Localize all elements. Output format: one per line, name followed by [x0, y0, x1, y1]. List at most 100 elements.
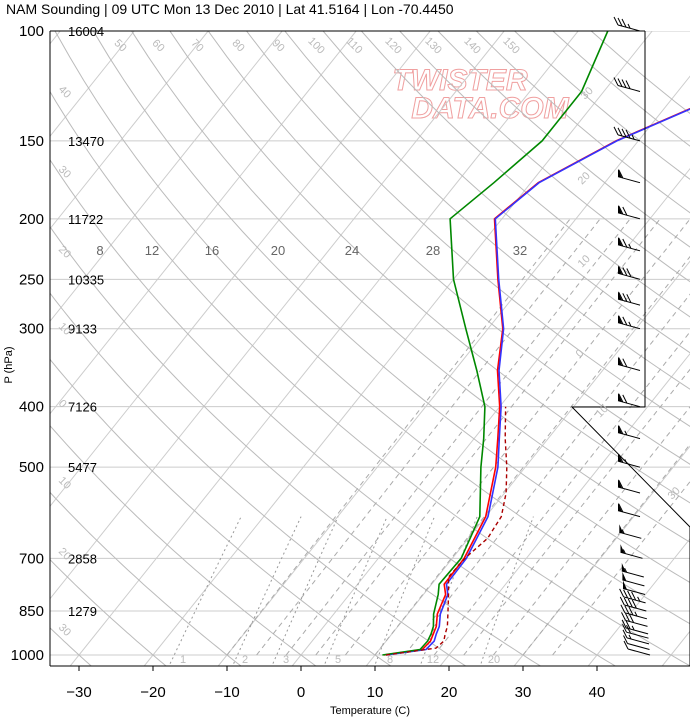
wind-barb-pennant	[622, 571, 627, 581]
y-axis-label: P (hPa)	[3, 346, 15, 383]
wind-barbs	[613, 16, 651, 656]
wind-barb-half	[621, 529, 625, 534]
wind-barb-staff	[622, 579, 645, 587]
mixing-ratio-line	[271, 516, 339, 666]
moist-adiabat	[433, 331, 690, 656]
wind-barb-staff	[617, 364, 641, 371]
moist-adiabat	[256, 218, 601, 656]
pressure-tick-label: 150	[19, 133, 44, 150]
wind-barb	[613, 126, 641, 142]
wind-barb	[613, 77, 641, 92]
isotherm-line	[50, 31, 61, 45]
skew-label-right: 30	[666, 485, 683, 502]
mixing-ratio-line	[479, 516, 534, 666]
wind-barb-staff	[617, 432, 641, 440]
wind-barb-full	[618, 315, 624, 325]
isotherm-line	[50, 31, 357, 415]
wind-barb-staff	[617, 486, 641, 494]
x-tick-label: −30	[66, 684, 91, 701]
mixing-ratio-bottom-label: 2	[242, 654, 248, 666]
wind-barb-half	[627, 23, 631, 29]
wind-barb	[622, 623, 649, 639]
wind-barb-full	[618, 266, 624, 275]
wind-barb-pennant	[619, 524, 624, 534]
wind-barb-full	[619, 596, 625, 606]
isotherm-line	[143, 31, 653, 666]
isotherm-line	[587, 537, 690, 666]
wind-barb-full	[620, 604, 626, 614]
wind-barb	[619, 596, 647, 612]
wind-barb-full	[621, 18, 627, 28]
skew-label-left: 30	[56, 164, 73, 181]
wind-barb-full	[619, 588, 625, 598]
dry-adiabat	[207, 31, 690, 465]
height-label: 11722	[68, 212, 103, 227]
wind-barb-full	[624, 605, 630, 615]
mixing-ratio-bottom-label: 12	[427, 654, 439, 666]
wind-barb-pennant	[623, 580, 627, 590]
mixing-ratio-line	[168, 516, 242, 666]
wind-barb	[617, 168, 641, 184]
isotherm-label: 130	[422, 35, 443, 56]
isotherm-line	[439, 352, 690, 666]
dry-adiabat	[50, 358, 392, 666]
wind-barb	[617, 424, 641, 440]
wind-barb-full	[629, 614, 634, 623]
moist-adiabat	[404, 293, 690, 656]
wind-barb-full	[621, 128, 627, 138]
wind-barb	[617, 479, 641, 494]
wind-barb-full	[622, 238, 628, 248]
series-dewpoint	[382, 31, 609, 656]
wind-barb-full	[617, 17, 623, 27]
wind-barb-half	[624, 567, 628, 573]
wind-barb-full	[621, 612, 626, 621]
wind-barb-half	[634, 611, 638, 617]
wind-panel-boundary	[570, 31, 690, 666]
moist-adiabat	[345, 218, 690, 656]
wind-barb-half	[637, 596, 641, 602]
moist-adiabat	[522, 443, 690, 656]
height-label: 13470	[68, 134, 104, 149]
wind-barb-staff	[617, 272, 641, 280]
pressure-tick-label: 400	[19, 399, 44, 416]
wind-barb-full	[618, 357, 624, 366]
dry-adiabat	[50, 491, 242, 666]
x-tick-label: −10	[214, 684, 239, 701]
wind-barb-full	[613, 16, 619, 26]
skew-label-right: 10	[576, 253, 593, 270]
wind-barb-full	[625, 80, 631, 89]
skew-label-left: 10	[56, 475, 73, 492]
pressure-tick-label: 300	[19, 321, 44, 338]
moist-adiabat	[285, 218, 631, 656]
wind-barb-full	[622, 267, 628, 276]
wind-barb	[617, 236, 641, 252]
skew-label-right: 20	[576, 170, 593, 187]
wind-barb-full	[622, 293, 628, 302]
x-axis-label: Temperature (C)	[330, 705, 410, 717]
isotherm-label: 110	[344, 35, 365, 56]
height-label: 7126	[68, 400, 97, 415]
wind-barb	[617, 356, 641, 371]
wind-barb-full	[622, 394, 628, 404]
height-label: 10335	[68, 272, 104, 287]
moist-adiabat	[552, 480, 690, 656]
wind-barb-staff	[621, 570, 644, 578]
wind-barb	[623, 640, 651, 656]
x-tick-label: 30	[515, 684, 532, 701]
wind-barb-half	[628, 321, 632, 327]
axis-labels: 1001502002503004005007008501000160041347…	[11, 23, 683, 701]
mixing-ratio-label: 28	[426, 243, 440, 258]
pressure-tick-label: 700	[19, 550, 44, 567]
wind-barb-full	[623, 597, 629, 607]
dry-adiabat	[50, 558, 167, 666]
pressure-tick-label: 1000	[11, 647, 44, 664]
wind-barb-staff	[622, 588, 646, 595]
x-tick-label: 0	[297, 684, 305, 701]
wind-barb	[617, 204, 641, 220]
wind-barb-full	[618, 292, 624, 301]
x-tick-label: −20	[140, 684, 165, 701]
wind-barb-staff	[617, 244, 641, 252]
skew-label-left: 20	[56, 244, 73, 261]
wind-barb-half	[628, 634, 632, 640]
dry-adiabat	[360, 31, 690, 318]
